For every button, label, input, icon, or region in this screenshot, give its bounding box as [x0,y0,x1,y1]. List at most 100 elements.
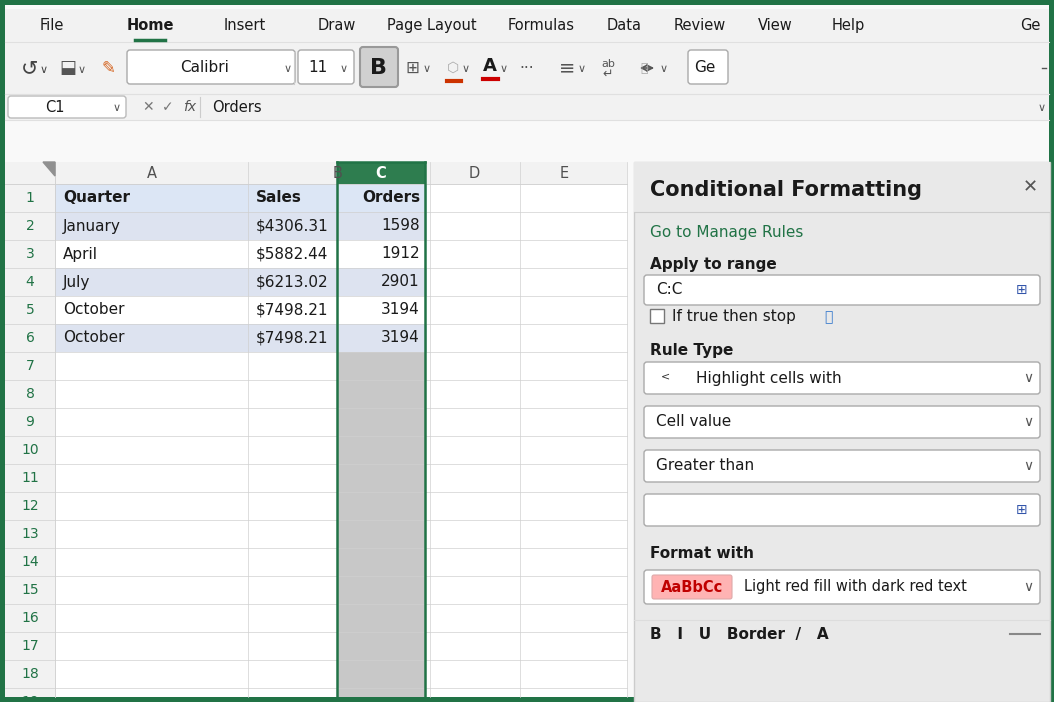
Text: 17: 17 [21,639,39,653]
Text: Data: Data [606,18,642,33]
Text: Page Layout: Page Layout [387,18,476,33]
Text: ✕: ✕ [142,100,154,114]
Text: File: File [40,18,64,33]
Text: If true then stop: If true then stop [672,310,796,324]
Text: ∨: ∨ [78,65,86,75]
Text: Apply to range: Apply to range [650,258,777,272]
Text: 3194: 3194 [382,303,419,317]
Text: $6213.02: $6213.02 [256,274,329,289]
Bar [248,296,427,324]
Text: ∨: ∨ [284,64,292,74]
Bar [652,368,686,388]
Bar [5,94,1049,120]
Text: E: E [560,166,568,180]
Text: 1598: 1598 [382,218,419,234]
Text: ∨: ∨ [1023,459,1033,473]
Text: 14: 14 [21,555,39,569]
Bar [55,324,248,352]
Text: D: D [468,166,480,180]
Text: ∨: ∨ [500,64,508,74]
Text: ∨: ∨ [113,103,121,113]
Text: ∨: ∨ [660,64,668,74]
FancyBboxPatch shape [8,96,126,118]
Text: 11: 11 [309,60,328,76]
Text: ✓: ✓ [162,100,174,114]
Text: 2: 2 [25,219,35,233]
Text: ↺: ↺ [21,58,39,78]
Text: Go to Manage Rules: Go to Manage Rules [650,225,803,239]
Text: 12: 12 [21,499,39,513]
Text: April: April [63,246,98,262]
Bar [1006,277,1038,303]
Bar [5,42,1049,94]
Text: AaBbCc: AaBbCc [661,579,723,595]
Text: A: A [483,57,496,75]
Text: Highlight cells with: Highlight cells with [696,371,842,385]
Text: ↵: ↵ [603,67,613,81]
Bar [635,162,1050,702]
Text: 18: 18 [21,667,39,681]
Text: <: < [661,371,669,381]
Text: ∨: ∨ [1038,103,1046,113]
Text: Format with: Format with [650,546,754,562]
Text: ⊞: ⊞ [1016,283,1028,297]
Text: ⬡: ⬡ [447,61,460,75]
Text: July: July [63,274,91,289]
Text: C: C [375,166,387,180]
Text: Help: Help [832,18,864,33]
Text: ✎: ✎ [101,59,115,77]
Text: $4306.31: $4306.31 [256,218,329,234]
Text: 3: 3 [25,247,35,261]
FancyBboxPatch shape [644,450,1040,482]
Text: Quarter: Quarter [63,190,130,206]
Text: $5882.44: $5882.44 [256,246,329,262]
FancyBboxPatch shape [360,47,398,87]
Text: ∨: ∨ [40,65,48,75]
Text: Orders: Orders [212,100,261,114]
Text: B   I   U   Border  /   A: B I U Border / A [650,626,828,642]
Text: ∨: ∨ [578,64,586,74]
Text: October: October [63,331,124,345]
Text: ···: ··· [520,60,534,76]
Bar [248,268,427,296]
Bar [656,370,674,382]
Text: C1: C1 [45,100,64,114]
Text: Calibri: Calibri [180,60,230,76]
Bar [635,162,1050,212]
Text: 8: 8 [25,387,35,401]
Bar [5,162,627,697]
Text: Rule Type: Rule Type [650,343,734,357]
Text: Ge: Ge [1020,18,1040,33]
Text: $7498.21: $7498.21 [256,303,329,317]
Bar [5,162,55,697]
Bar [248,240,427,268]
Bar [5,9,1049,42]
Text: Insert: Insert [223,18,266,33]
Text: C:C: C:C [656,282,682,298]
Text: 1: 1 [25,191,35,205]
Text: Formulas: Formulas [507,18,574,33]
Bar [55,296,248,324]
Bar [248,324,427,352]
Bar [55,268,248,296]
Text: View: View [758,18,793,33]
Text: ∨: ∨ [423,64,431,74]
Bar [337,184,425,697]
FancyBboxPatch shape [644,406,1040,438]
Text: 15: 15 [21,583,39,597]
Text: ⓘ: ⓘ [824,310,833,324]
Text: January: January [63,218,121,234]
Text: ∨: ∨ [1023,371,1033,385]
Text: 10: 10 [21,443,39,457]
Text: ⊞: ⊞ [1016,503,1028,517]
Text: 3194: 3194 [382,331,419,345]
Text: Ge: Ge [694,60,716,76]
Text: Review: Review [674,18,726,33]
FancyBboxPatch shape [298,50,354,84]
Text: ⬓: ⬓ [59,59,77,77]
Text: 19: 19 [21,695,39,702]
Text: 7: 7 [25,359,35,373]
Text: ⬛: ⬛ [640,62,648,74]
Bar [248,184,427,212]
Bar [337,162,425,184]
